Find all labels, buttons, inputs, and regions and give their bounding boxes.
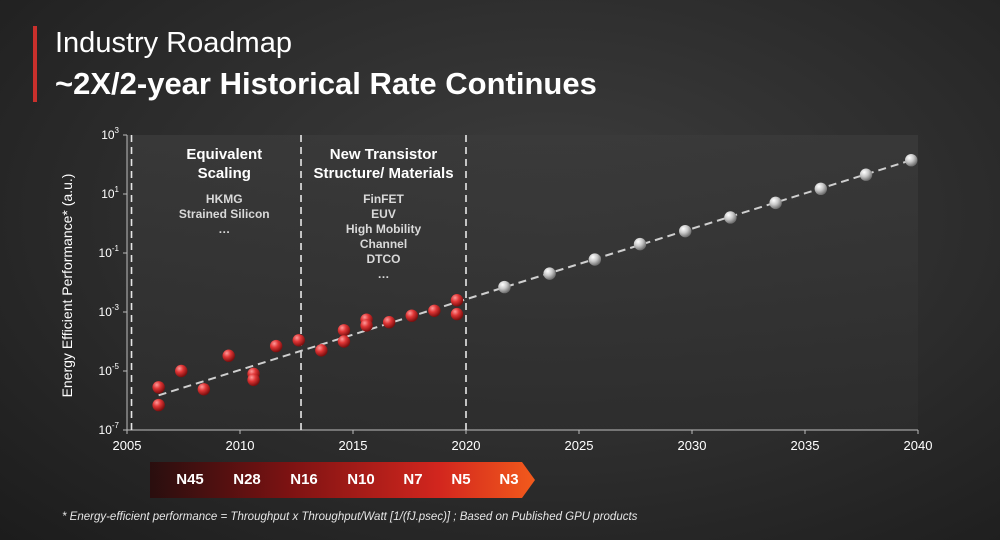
projected-point-7 [814, 182, 828, 196]
region-item-0-0: HKMG [206, 192, 243, 206]
x-tick-label-2020: 2020 [452, 438, 481, 453]
projected-point-9 [905, 153, 918, 167]
node-label-n7: N7 [403, 471, 423, 488]
slide-title: Industry Roadmap [55, 27, 292, 59]
historical-point-6 [247, 373, 260, 387]
projected-point-4 [679, 224, 692, 238]
historical-point-10 [337, 324, 351, 337]
region-title-0-0: Equivalent [186, 146, 262, 163]
region-item-0-1: Strained Silicon [179, 207, 270, 221]
historical-point-1 [152, 398, 165, 412]
y-tick-label-0: 103 [101, 126, 119, 142]
node-label-n10: N10 [347, 471, 375, 488]
node-label-n5: N5 [451, 471, 471, 488]
trend-line [158, 159, 912, 397]
historical-point-9 [315, 344, 328, 357]
y-tick-label-3: 10-3 [99, 303, 120, 319]
historical-point-18 [450, 307, 464, 321]
x-tick-label-2025: 2025 [565, 438, 594, 453]
historical-point-8 [292, 334, 305, 347]
historical-point-11 [337, 335, 351, 348]
x-tick-label-2040: 2040 [904, 438, 933, 453]
historical-point-13 [360, 319, 373, 332]
timeline-arrow [150, 462, 535, 498]
region-item-1-1: EUV [371, 207, 396, 221]
historical-point-14 [382, 316, 396, 329]
historical-point-16 [428, 304, 441, 317]
region-item-1-2: High Mobility [346, 222, 422, 236]
x-tick-label-2010: 2010 [226, 438, 255, 453]
y-tick-label-2: 10-1 [99, 244, 120, 260]
node-label-n28: N28 [233, 471, 261, 488]
region-title-0-1: Scaling [198, 165, 251, 182]
region-item-1-3: Channel [360, 237, 407, 251]
historical-point-7 [269, 339, 283, 353]
historical-point-15 [405, 309, 418, 322]
y-tick-label-5: 10-7 [99, 421, 120, 437]
slide-subtitle: ~2X/2-year Historical Rate Continues [55, 66, 597, 101]
projected-point-8 [859, 168, 873, 181]
region-item-1-5: … [378, 267, 390, 281]
x-tick-label-2005: 2005 [113, 438, 142, 453]
node-label-n16: N16 [290, 471, 318, 488]
title-accent-bar [33, 26, 37, 102]
historical-point-0 [152, 381, 165, 394]
region-title-1-0: New Transistor [330, 146, 438, 163]
y-tick-label-4: 10-5 [99, 362, 120, 378]
historical-point-3 [197, 383, 211, 396]
region-item-1-0: FinFET [363, 192, 404, 206]
region-title-1-1: Structure/ Materials [313, 165, 453, 182]
projected-point-0 [498, 280, 511, 294]
historical-point-17 [450, 294, 464, 307]
node-label-n3: N3 [499, 471, 519, 488]
projected-point-5 [724, 211, 737, 224]
projected-point-2 [588, 253, 602, 266]
x-tick-label-2035: 2035 [791, 438, 820, 453]
historical-point-2 [175, 364, 188, 378]
y-tick-label-1: 101 [101, 185, 119, 201]
region-item-0-2: … [218, 222, 230, 236]
historical-point-4 [222, 349, 235, 362]
y-axis-title: Energy Efficient Performance* (a.u.) [59, 174, 75, 398]
projected-point-6 [769, 196, 782, 210]
projected-point-1 [543, 267, 556, 280]
x-tick-label-2030: 2030 [678, 438, 707, 453]
process-node-timeline: N45 N28 N16 N10 N7 N5 N3 [150, 462, 535, 498]
footnote: * Energy-efficient performance = Through… [62, 511, 638, 523]
x-tick-label-2015: 2015 [339, 438, 368, 453]
node-label-n45: N45 [176, 471, 204, 488]
region-item-1-4: DTCO [367, 252, 401, 266]
projected-point-3 [633, 237, 647, 251]
